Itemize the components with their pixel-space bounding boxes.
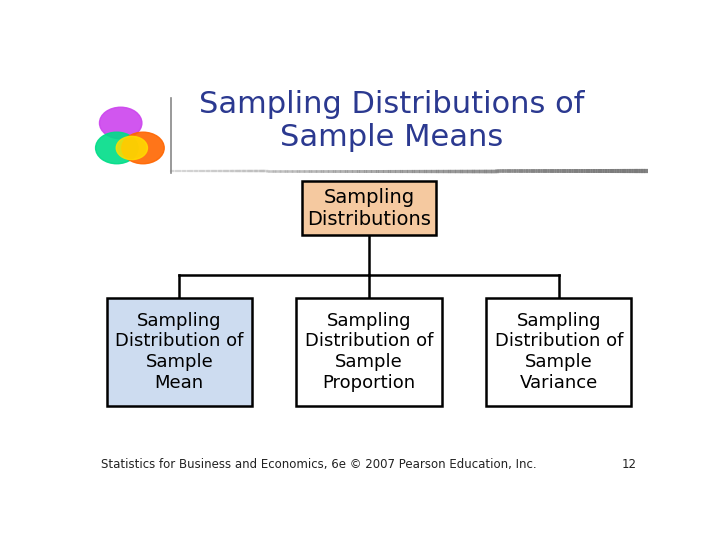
Text: Sampling
Distributions: Sampling Distributions xyxy=(307,188,431,229)
Text: Sampling
Distribution of
Sample
Proportion: Sampling Distribution of Sample Proporti… xyxy=(305,312,433,392)
Circle shape xyxy=(99,107,142,139)
FancyBboxPatch shape xyxy=(302,181,436,235)
Text: Statistics for Business and Economics, 6e © 2007 Pearson Education, Inc.: Statistics for Business and Economics, 6… xyxy=(101,458,537,471)
Text: Sampling
Distribution of
Sample
Variance: Sampling Distribution of Sample Variance xyxy=(495,312,623,392)
Text: 12: 12 xyxy=(622,458,637,471)
Circle shape xyxy=(122,132,164,164)
Text: Sampling Distributions of
Sample Means: Sampling Distributions of Sample Means xyxy=(199,90,584,152)
FancyBboxPatch shape xyxy=(486,298,631,406)
Circle shape xyxy=(116,136,148,160)
Circle shape xyxy=(96,132,138,164)
FancyBboxPatch shape xyxy=(107,298,252,406)
Text: Sampling
Distribution of
Sample
Mean: Sampling Distribution of Sample Mean xyxy=(115,312,243,392)
FancyBboxPatch shape xyxy=(297,298,441,406)
